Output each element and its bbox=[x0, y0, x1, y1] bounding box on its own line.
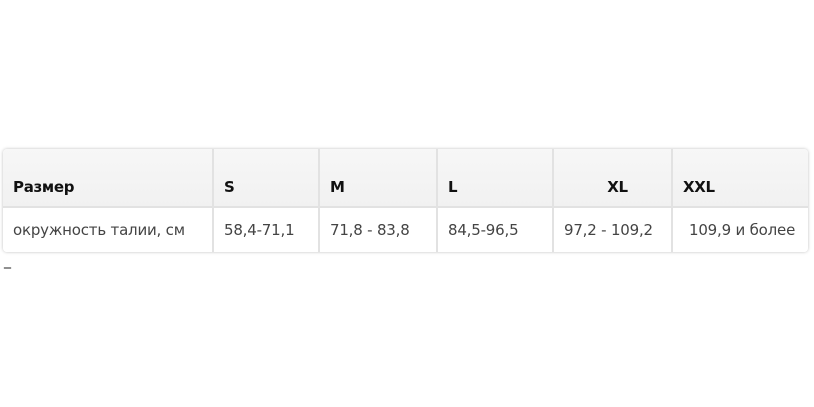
header-m: M bbox=[319, 149, 438, 208]
cell-xl: 97,2 - 109,2 bbox=[553, 207, 673, 252]
cell-s: 58,4-71,1 bbox=[213, 207, 320, 252]
header-l: L bbox=[437, 149, 554, 208]
table-header-row: Размер S M L XL XXL bbox=[3, 149, 808, 208]
row-label: окружность талии, см bbox=[3, 207, 214, 252]
table-row: окружность талии, см 58,4-71,1 71,8 - 83… bbox=[3, 207, 808, 252]
cell-l: 84,5-96,5 bbox=[437, 207, 554, 252]
cell-m: 71,8 - 83,8 bbox=[319, 207, 438, 252]
cell-xxl: 109,9 и более bbox=[672, 207, 808, 252]
header-s: S bbox=[213, 149, 320, 208]
header-xl: XL bbox=[553, 149, 673, 208]
size-table: Размер S M L XL XXL окружность талии, см… bbox=[3, 149, 808, 252]
text-cursor: _ bbox=[4, 253, 11, 269]
header-size: Размер bbox=[3, 149, 214, 208]
header-xxl: XXL bbox=[672, 149, 808, 208]
